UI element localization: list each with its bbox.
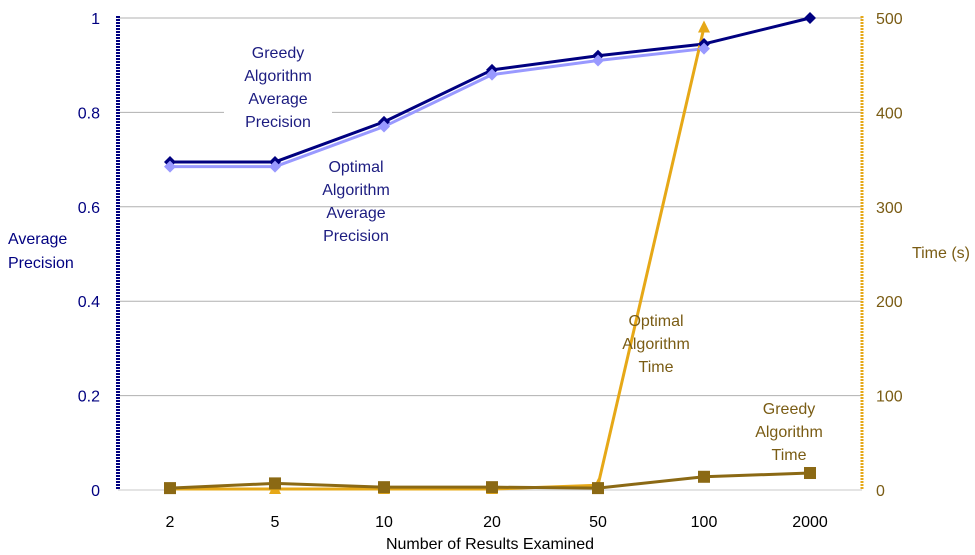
annotation-background (224, 40, 332, 132)
annotation-line: Average (326, 205, 385, 222)
data-point (486, 68, 498, 81)
data-point (592, 482, 604, 495)
x-tick-label: 10 (375, 514, 393, 531)
x-tick-label: 20 (483, 514, 501, 531)
y-tick-label: 1 (91, 11, 100, 28)
data-point (698, 470, 710, 483)
data-point (269, 477, 281, 490)
annotation-line: Time (772, 447, 807, 464)
annotation-line: Algorithm (244, 68, 312, 85)
annotation-line: Average (248, 91, 307, 108)
annotation-line: Algorithm (322, 182, 390, 199)
y2-tick-label: 300 (876, 200, 903, 217)
annotation-line: Algorithm (755, 424, 823, 441)
x-tick-label: 5 (271, 514, 280, 531)
data-point (378, 481, 390, 494)
series-line (170, 47, 705, 169)
x-tick-label: 100 (691, 514, 718, 531)
annotation-line: Optimal (628, 313, 683, 330)
axis-titles: Average Precision Time (s) Number of Result… (8, 231, 970, 553)
y-tick-label: 0.8 (78, 105, 100, 122)
annotation-line: Time (639, 359, 674, 376)
annotations: Greedy Algorithm Average Precision Optimal Al… (224, 40, 823, 464)
y2-axis-title: Time (s) (912, 245, 970, 262)
data-point (378, 120, 390, 133)
y2-tick-label: 100 (876, 389, 903, 406)
annotation-line: Precision (323, 228, 389, 245)
data-point (592, 54, 604, 67)
x-axis-title: Number of Results Examined (386, 536, 594, 553)
data-point (269, 160, 281, 173)
x-tick-label: 50 (589, 514, 607, 531)
data-point (164, 482, 176, 495)
annotation-label: Greedy Algorithm Average Precision (224, 40, 332, 132)
data-point (804, 467, 816, 480)
annotation-line: Precision (245, 114, 311, 131)
series-line (170, 27, 706, 491)
y2-tick-label: 0 (876, 483, 885, 500)
x-tick-label: 2 (166, 514, 175, 531)
annotation-label: Greedy Algorithm Time (755, 401, 823, 464)
annotation-label: Optimal Algorithm Average Precision (322, 159, 390, 245)
markers (164, 12, 816, 495)
annotation-line: Optimal (328, 159, 383, 176)
data-point (164, 160, 176, 173)
annotation-line: Algorithm (622, 336, 690, 353)
y-tick-label: 0.6 (78, 200, 100, 217)
data-point (698, 20, 710, 33)
y2-tick-label: 400 (876, 105, 903, 122)
y-tick-label: 0 (91, 483, 100, 500)
y-axis-title: Average (8, 231, 67, 248)
data-point (804, 12, 816, 24)
x-tick-label: 2000 (792, 514, 828, 531)
annotation-line: Greedy (252, 45, 304, 62)
y2-tick-label: 500 (876, 11, 903, 28)
data-point (486, 481, 498, 494)
data-point (698, 42, 710, 55)
y-axis-title: Precision (8, 255, 74, 272)
y-tick-label: 0.2 (78, 389, 100, 406)
y-tick-label: 0.4 (78, 294, 100, 311)
annotation-label: Optimal Algorithm Time (622, 313, 690, 376)
annotation-line: Greedy (763, 401, 815, 418)
y2-tick-label: 200 (876, 294, 903, 311)
